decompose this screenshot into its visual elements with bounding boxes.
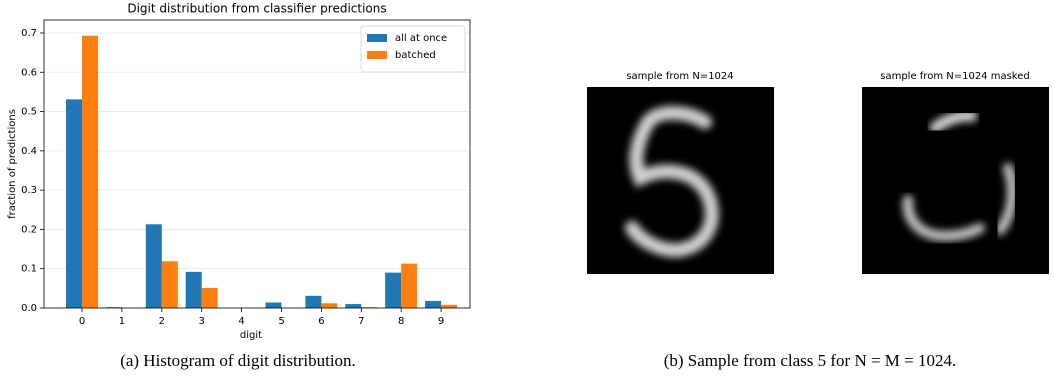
y-tick-label: 0.5	[21, 107, 37, 118]
x-tick-label: 2	[159, 316, 165, 327]
bar	[66, 99, 82, 308]
bar	[146, 224, 162, 308]
bar	[266, 302, 282, 308]
x-tick-label: 0	[79, 316, 85, 327]
bar	[401, 264, 417, 308]
bar	[345, 304, 361, 308]
caption: (b) Sample from class 5 for N = M = 1024…	[664, 351, 957, 370]
bar	[441, 305, 457, 308]
y-tick-label: 0.4	[21, 146, 37, 157]
legend-swatch	[367, 34, 387, 42]
x-tick-label: 7	[358, 316, 364, 327]
bar	[162, 261, 178, 308]
y-tick-label: 0.2	[21, 224, 37, 235]
x-axis-label: digit	[240, 330, 262, 341]
y-tick-label: 0.3	[21, 185, 37, 196]
x-tick-label: 5	[278, 316, 284, 327]
x-tick-label: 9	[438, 316, 444, 327]
bar	[186, 272, 202, 308]
x-tick-label: 4	[238, 316, 244, 327]
image-title: sample from N=1024 masked	[880, 71, 1030, 82]
chart-title: Digit distribution from classifier predi…	[127, 2, 386, 16]
image-title: sample from N=1024	[626, 71, 733, 82]
figure: Digit distribution from classifier predi…	[0, 0, 1053, 385]
x-tick-label: 8	[398, 316, 404, 327]
x-tick-label: 1	[119, 316, 125, 327]
legend-swatch	[367, 51, 387, 59]
bar	[202, 288, 218, 308]
bar	[425, 301, 441, 308]
bar	[321, 303, 337, 308]
y-tick-label: 0.6	[21, 67, 37, 78]
bar	[305, 296, 321, 308]
y-axis-label: fraction of predictions	[7, 109, 18, 219]
y-tick-label: 0.0	[21, 303, 37, 314]
y-tick-label: 0.1	[21, 264, 37, 275]
bar	[82, 36, 98, 308]
x-tick-label: 6	[318, 316, 324, 327]
legend-label: all at once	[395, 33, 447, 44]
x-tick-label: 3	[199, 316, 205, 327]
bar	[385, 273, 401, 308]
y-tick-label: 0.7	[21, 28, 37, 39]
caption: (a) Histogram of digit distribution.	[120, 351, 356, 370]
legend-label: batched	[395, 50, 436, 61]
